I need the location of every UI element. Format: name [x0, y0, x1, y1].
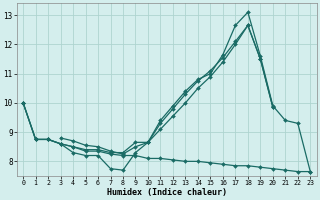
- X-axis label: Humidex (Indice chaleur): Humidex (Indice chaleur): [107, 188, 227, 197]
